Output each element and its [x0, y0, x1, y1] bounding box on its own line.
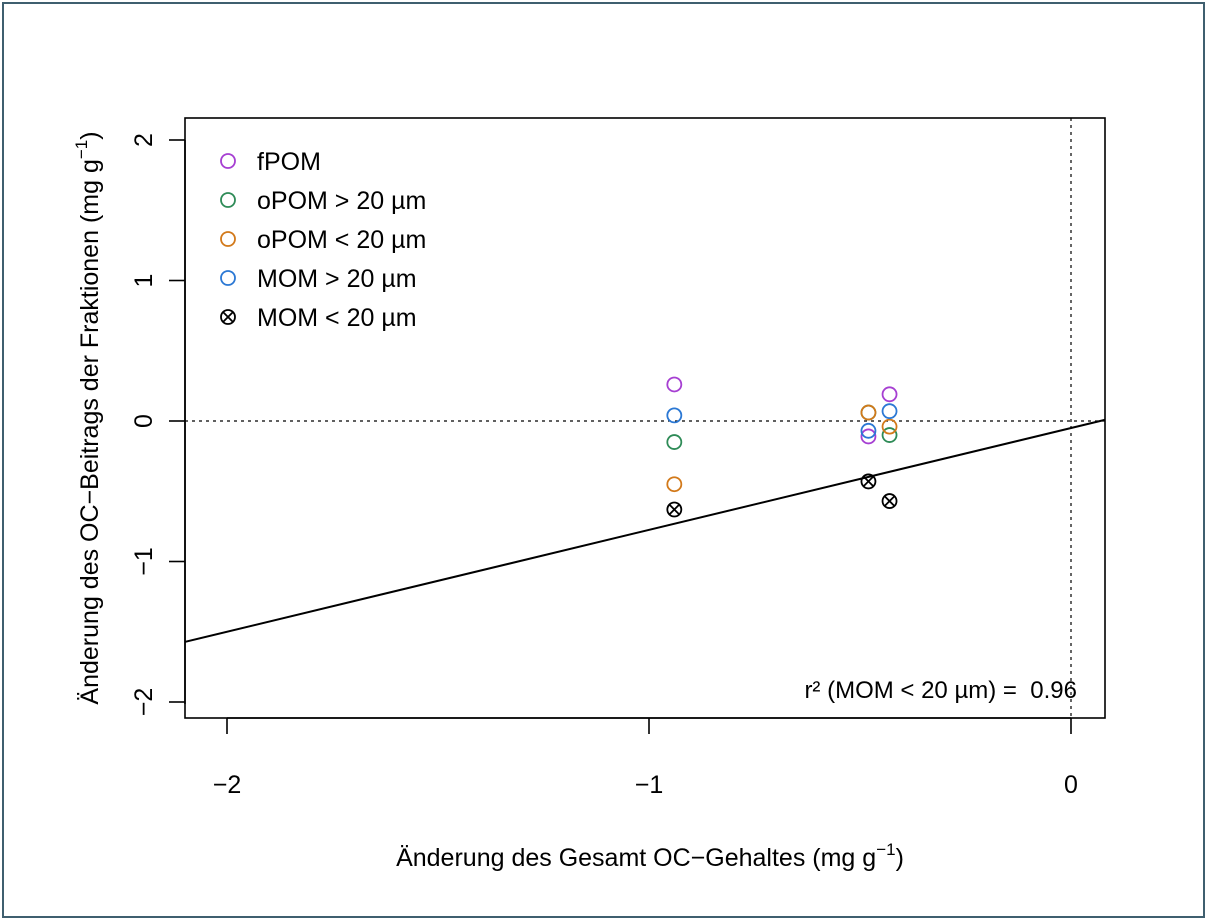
x-tick-label: −2	[213, 771, 242, 799]
legend-label: MOM > 20 µm	[257, 265, 417, 293]
legend-item: oPOM < 20 µm	[220, 226, 426, 254]
legend-marker	[220, 192, 236, 208]
marker-circle	[881, 418, 898, 435]
legend: fPOM oPOM > 20 µm oPOM < 20 µm MOM > 20 µm M…	[220, 148, 426, 332]
data-point	[666, 434, 683, 450]
data-point	[860, 473, 877, 490]
data-point	[881, 386, 898, 403]
marker-circle	[666, 376, 683, 393]
marker-circle	[220, 192, 236, 208]
marker-cross-stroke	[222, 311, 234, 323]
data-point	[1170, 407, 1184, 421]
marker-cross-stroke	[1172, 375, 1182, 385]
data-point	[666, 407, 683, 424]
marker-circle	[881, 493, 898, 509]
data-point	[666, 376, 683, 393]
marker-cross-stroke	[862, 475, 875, 488]
marker-circle	[666, 476, 683, 493]
y-axis-label-end: )	[76, 131, 104, 139]
marker-circle	[860, 473, 877, 490]
legend-item: oPOM > 20 µm	[220, 187, 426, 215]
marker-circle	[666, 501, 683, 518]
y-tick-label: 2	[130, 133, 158, 147]
marker-circle	[881, 403, 898, 420]
y-axis: −2 −1 0 1 2	[130, 133, 186, 716]
legend-label: MOM < 20 µm	[257, 304, 417, 332]
y-tick-label: 0	[130, 414, 158, 428]
legend-item: fPOM	[220, 148, 321, 176]
x-axis-label-main: Änderung des Gesamt OC−Gehaltes (mg g	[396, 844, 876, 872]
y-axis-label-superscript: −1	[72, 140, 91, 159]
marker-circle	[881, 427, 898, 443]
legend-label: fPOM	[257, 148, 321, 176]
marker-circle	[220, 231, 236, 247]
y-tick-label: −1	[130, 547, 158, 576]
marker-cross-stroke	[1172, 375, 1182, 385]
marker-circle	[1170, 407, 1184, 421]
x-tick-label: 0	[1064, 771, 1078, 799]
legend-label: oPOM < 20 µm	[257, 226, 426, 254]
y-tick-label: −2	[130, 688, 158, 717]
marker-cross-stroke	[883, 495, 896, 507]
y-tick-label: 1	[130, 274, 158, 288]
x-tick-label: −1	[635, 771, 664, 799]
x-axis-label: Änderung des Gesamt OC−Gehaltes (mg g−1)	[396, 840, 904, 872]
data-point	[860, 422, 877, 439]
data-point	[860, 428, 877, 445]
data-point	[666, 501, 683, 518]
legend-marker	[220, 231, 236, 247]
marker-circle	[860, 404, 877, 421]
data-point	[881, 403, 898, 420]
marker-circle	[860, 428, 877, 445]
legend-marker	[220, 153, 236, 169]
y-ticks: −2 −1 0 1 2	[130, 133, 185, 716]
x-axis-label-superscript: −1	[876, 840, 895, 859]
marker-circle	[666, 407, 683, 424]
legend-marker	[220, 270, 236, 286]
marker-circle	[860, 422, 877, 439]
y-axis-label: Änderung des OC−Beitrags der Fraktionen …	[72, 131, 104, 704]
marker-circle	[666, 434, 683, 450]
regression-line-group	[185, 418, 1105, 643]
data-point	[881, 418, 898, 435]
legend-item: MOM > 20 µm	[220, 265, 417, 293]
data-points	[666, 373, 1184, 518]
data-point	[881, 493, 898, 509]
marker-circle	[220, 270, 236, 286]
y-axis-label-main: Änderung des OC−Beitrags der Fraktionen …	[76, 159, 104, 704]
regression-line	[185, 418, 1105, 643]
marker-circle	[220, 153, 236, 169]
r-squared-annotation: r² (MOM < 20 µm) = 0.96	[804, 677, 1077, 704]
data-point	[1170, 408, 1184, 422]
data-point	[1170, 373, 1184, 387]
marker-cross-stroke	[668, 503, 680, 516]
legend-marker	[220, 309, 236, 325]
legend-item: MOM < 20 µm	[220, 304, 417, 332]
data-point	[881, 427, 898, 443]
marker-circle	[1170, 438, 1184, 452]
marker-circle	[220, 309, 236, 325]
marker-circle	[881, 386, 898, 403]
x-axis-label-end: )	[896, 844, 904, 872]
marker-circle	[1170, 408, 1184, 422]
data-point	[1170, 408, 1184, 422]
data-point	[1170, 438, 1184, 452]
data-point	[860, 404, 877, 421]
data-point	[666, 476, 683, 493]
reference-lines	[185, 118, 1105, 718]
marker-circle	[1170, 408, 1184, 422]
legend-label: oPOM > 20 µm	[257, 187, 426, 215]
marker-circle	[1170, 373, 1184, 387]
